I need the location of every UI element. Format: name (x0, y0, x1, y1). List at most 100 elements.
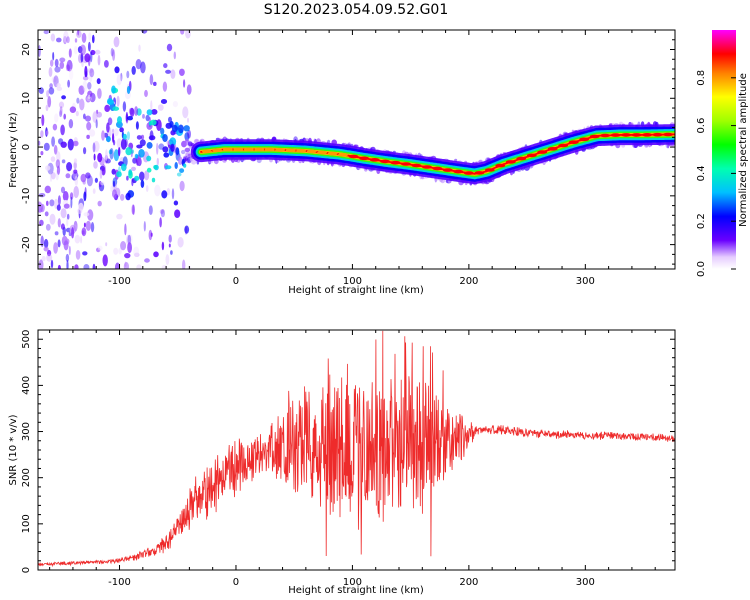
noise-blob (97, 152, 103, 163)
ridge-bead (442, 168, 453, 172)
noise-blob (45, 165, 51, 171)
noise-blob (61, 95, 66, 100)
x-tick-label: 100 (343, 276, 362, 287)
ridge-bead (359, 156, 370, 161)
noise-blob (45, 130, 49, 136)
noise-blob (56, 83, 61, 88)
noise-blob (122, 101, 127, 112)
noise-blob (170, 250, 173, 255)
noise-blob (78, 202, 84, 211)
noise-blob (81, 227, 87, 237)
noise-blob (125, 111, 128, 122)
ridge-bead (306, 149, 317, 154)
noise-blob (69, 68, 74, 80)
noise-blob (92, 142, 96, 153)
cluster-blob (138, 149, 145, 158)
noise-blob (160, 209, 165, 218)
ridge-bead (631, 133, 642, 137)
cluster-blob (134, 175, 140, 181)
noise-blob (75, 110, 79, 117)
noise-blob (71, 227, 75, 239)
x-tick-label: 300 (576, 577, 595, 588)
cluster-blob (111, 168, 116, 175)
noise-blob (74, 264, 79, 269)
noise-blob (74, 234, 81, 244)
cluster-blob (183, 125, 190, 132)
snr-series-line (38, 330, 675, 568)
noise-blob (46, 253, 53, 262)
x-tick-label: 200 (459, 577, 478, 588)
cluster-blob (170, 143, 175, 152)
noise-blob (62, 191, 69, 202)
spectrogram-frame (37, 29, 676, 270)
noise-blob (156, 157, 159, 166)
noise-blob (50, 59, 54, 67)
noise-blob (94, 49, 101, 55)
noise-blob (124, 253, 131, 259)
ridge-bead (663, 132, 673, 137)
ridge-bead (610, 133, 621, 137)
noise-blob (97, 54, 101, 66)
spectrogram-marks (38, 30, 675, 269)
noise-blob (105, 242, 108, 247)
noise-blob (116, 138, 122, 149)
snr-frame (37, 329, 676, 571)
cluster-blob (160, 99, 168, 104)
cluster-blob (146, 142, 153, 149)
y-tick-label: 100 (21, 514, 32, 533)
noise-blob (80, 235, 83, 244)
noise-blob (43, 142, 50, 151)
noise-blob (105, 149, 108, 161)
noise-blob (90, 51, 93, 63)
noise-blob (143, 221, 146, 232)
ridge-bead (285, 148, 296, 153)
noise-blob (88, 32, 92, 41)
noise-blob (140, 134, 145, 140)
noise-blob (40, 130, 44, 138)
noise-blob (41, 114, 45, 127)
cluster-blob (146, 109, 153, 116)
noise-blob (103, 132, 109, 138)
ridge-bead (401, 162, 411, 166)
noise-blob (135, 121, 139, 130)
noise-blob (92, 263, 96, 269)
y-tick-label: 500 (21, 330, 32, 349)
noise-blob (65, 253, 70, 262)
ridge-bead (516, 156, 527, 161)
noise-blob (66, 213, 70, 220)
noise-blob (173, 51, 176, 60)
noise-blob (187, 117, 189, 123)
noise-blob (116, 213, 123, 220)
noise-blob (136, 264, 142, 269)
noise-blob (38, 259, 44, 269)
ridge-bead (233, 147, 244, 152)
noise-blob (95, 119, 98, 129)
noise-blob (96, 109, 99, 114)
noise-blob (176, 172, 182, 177)
ridge-bead (453, 169, 464, 174)
ridge-bead (579, 137, 590, 142)
ridge-bead (243, 147, 254, 152)
noise-blob (174, 209, 181, 218)
noise-blob (46, 200, 49, 206)
noise-blob (172, 101, 178, 108)
noise-blob (57, 218, 61, 228)
noise-blob (43, 30, 49, 35)
ridge-bead (317, 150, 328, 155)
noise-blob (113, 128, 119, 137)
noise-blob (53, 145, 58, 155)
noise-blob (92, 111, 98, 123)
noise-blob (50, 259, 54, 269)
ridge-bead (568, 140, 579, 144)
cluster-blob (171, 124, 178, 133)
noise-blob (60, 208, 67, 219)
noise-blob (89, 129, 96, 137)
noise-blob (127, 234, 132, 245)
noise-blob (134, 252, 140, 257)
noise-blob (68, 245, 71, 256)
colorbar-tick-label: 0.2 (696, 213, 707, 229)
noise-blob (179, 68, 185, 77)
ridge-bead (537, 150, 548, 154)
noise-blob (65, 173, 71, 179)
